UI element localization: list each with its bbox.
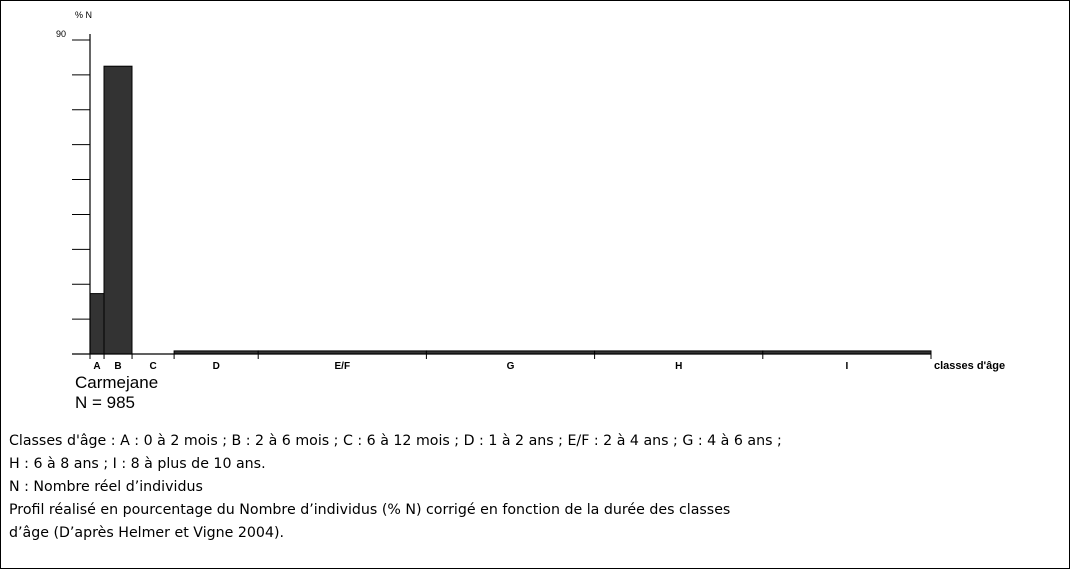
x-tick-label: E/F <box>335 361 351 372</box>
notes-n-definition: N : Nombre réel d’individus <box>9 479 203 495</box>
notes-profile-cont: d’âge (D’après Helmer et Vigne 2004). <box>9 525 285 541</box>
site-count: N = 985 <box>75 393 136 412</box>
bar-a <box>89 293 105 355</box>
x-tick-label: A <box>93 361 100 372</box>
notes-classes: Classes d'âge : A : 0 à 2 mois ; B : 2 à… <box>9 433 782 449</box>
x-tick-label: G <box>507 361 515 372</box>
x-tick-label: H <box>675 361 682 372</box>
notes-profile: Profil réalisé en pourcentage du Nombre … <box>9 502 731 518</box>
x-tick-label: I <box>846 361 849 372</box>
x-axis-label: classes d'âge <box>934 360 1005 372</box>
site-name: Carmejane <box>75 373 159 392</box>
x-tick-label: D <box>213 361 220 372</box>
figure-notes: Classes d'âge : A : 0 à 2 mois ; B : 2 à… <box>9 430 1061 545</box>
x-tick-label: C <box>149 361 156 372</box>
y-tick-label: 90 <box>56 29 66 39</box>
notes-classes-cont: H : 6 à 8 ans ; I : 8 à plus de 10 ans. <box>9 456 266 472</box>
x-tick-label: B <box>114 361 121 372</box>
y-axis-label: % N <box>75 10 92 20</box>
bar-b <box>103 65 133 355</box>
